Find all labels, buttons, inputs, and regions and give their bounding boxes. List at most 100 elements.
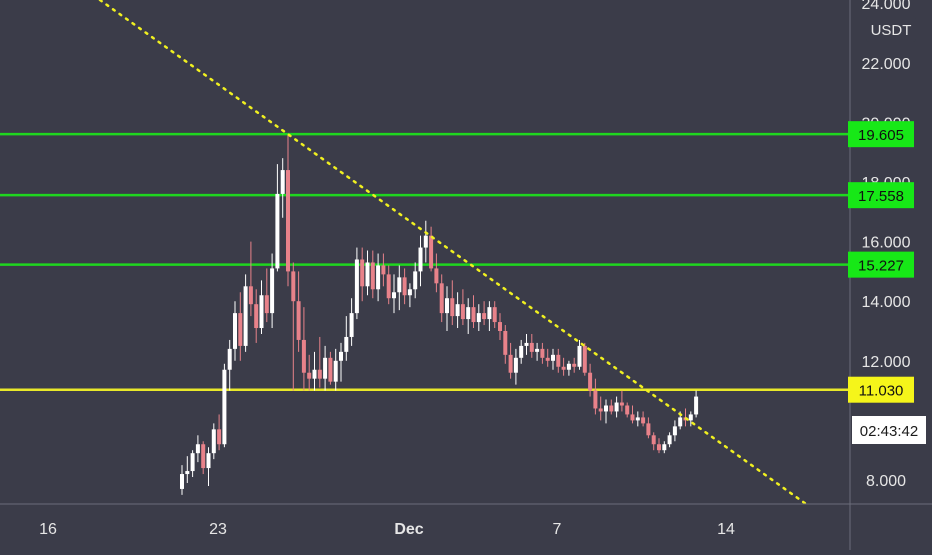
candle xyxy=(222,363,227,448)
candle xyxy=(423,220,428,263)
candle xyxy=(402,268,407,305)
level-label-0: 19.605 xyxy=(858,127,904,144)
candle xyxy=(524,333,529,355)
candle xyxy=(535,342,540,361)
candle xyxy=(291,262,296,391)
trendline-dotted xyxy=(98,0,808,506)
candle xyxy=(344,316,349,361)
candle xyxy=(551,348,555,370)
candle xyxy=(328,351,333,385)
candle xyxy=(180,465,184,495)
candle xyxy=(625,402,630,418)
candle xyxy=(694,390,699,418)
candle xyxy=(238,292,243,361)
x-tick-label: Dec xyxy=(394,521,423,538)
candle xyxy=(630,405,635,424)
candle xyxy=(323,345,328,391)
candle xyxy=(307,354,312,391)
candle xyxy=(248,241,253,317)
candle xyxy=(280,158,285,218)
candle xyxy=(397,265,402,311)
candle xyxy=(270,253,275,329)
trendline xyxy=(98,0,808,506)
candle xyxy=(190,450,195,478)
candle xyxy=(434,253,439,293)
y-tick-label: 8.000 xyxy=(866,473,906,490)
candle xyxy=(609,399,614,415)
candle xyxy=(556,348,561,373)
candle xyxy=(376,253,381,302)
candle xyxy=(339,342,343,382)
candle xyxy=(604,399,608,424)
candle xyxy=(593,378,598,415)
currency-label: USDT xyxy=(866,16,916,42)
candle xyxy=(254,289,259,343)
candle xyxy=(275,164,280,272)
y-tick-label: 14.000 xyxy=(862,294,911,311)
candle xyxy=(429,226,434,272)
level-label-2: 15.227 xyxy=(858,258,904,275)
y-tick-label: 12.000 xyxy=(862,354,911,371)
candle xyxy=(317,336,322,388)
candle xyxy=(466,298,471,334)
x-tick-label: 7 xyxy=(553,521,562,538)
candle xyxy=(471,295,476,329)
candle xyxy=(667,432,672,448)
candle xyxy=(455,292,460,329)
candle xyxy=(370,250,375,299)
candle xyxy=(519,339,524,364)
y-tick-label: 22.000 xyxy=(862,56,911,73)
candle xyxy=(333,348,338,391)
candle xyxy=(460,289,465,326)
candle xyxy=(482,301,487,326)
candle xyxy=(418,235,423,287)
level-label-3: 11.030 xyxy=(859,383,904,400)
candle xyxy=(195,435,200,463)
candle xyxy=(407,283,412,308)
candle xyxy=(492,301,497,329)
candle xyxy=(217,414,222,451)
y-tick-label: 24.000 xyxy=(862,0,911,13)
candle xyxy=(185,456,190,483)
candle xyxy=(540,342,545,364)
candle xyxy=(619,390,624,412)
candle xyxy=(508,342,513,379)
candle xyxy=(476,304,481,331)
y-tick-label: 16.000 xyxy=(862,235,911,252)
candle xyxy=(635,411,640,427)
level-label-box-1 xyxy=(848,182,914,209)
countdown-box: 02:43:42 xyxy=(852,416,926,444)
candles xyxy=(180,134,699,495)
candle xyxy=(206,447,211,486)
x-tick-label: 16 xyxy=(39,521,57,538)
candle xyxy=(646,417,651,439)
candle xyxy=(365,250,370,296)
candle xyxy=(381,253,386,287)
candle xyxy=(386,265,391,305)
time-axis: 16 23 Dec 7 14 xyxy=(39,521,735,538)
candle xyxy=(545,348,550,367)
candle xyxy=(577,339,582,370)
candle xyxy=(529,333,534,358)
currency-label-text: USDT xyxy=(871,22,912,39)
candle xyxy=(392,274,396,314)
candle xyxy=(657,438,661,454)
candle xyxy=(296,271,301,352)
candle xyxy=(672,420,677,442)
candle xyxy=(413,262,418,299)
candle xyxy=(651,432,656,451)
candle xyxy=(572,357,577,373)
candle xyxy=(349,298,354,346)
x-tick-label: 23 xyxy=(209,521,227,538)
candle xyxy=(561,357,566,376)
candle xyxy=(503,325,508,364)
candle xyxy=(498,313,502,340)
level-label-box-0 xyxy=(848,121,914,148)
candle xyxy=(439,274,444,323)
countdown-text: 02:43:42 xyxy=(860,423,918,440)
candle xyxy=(598,396,603,421)
horizontal-levels xyxy=(0,132,850,391)
candle xyxy=(312,351,317,391)
candle xyxy=(566,360,571,376)
